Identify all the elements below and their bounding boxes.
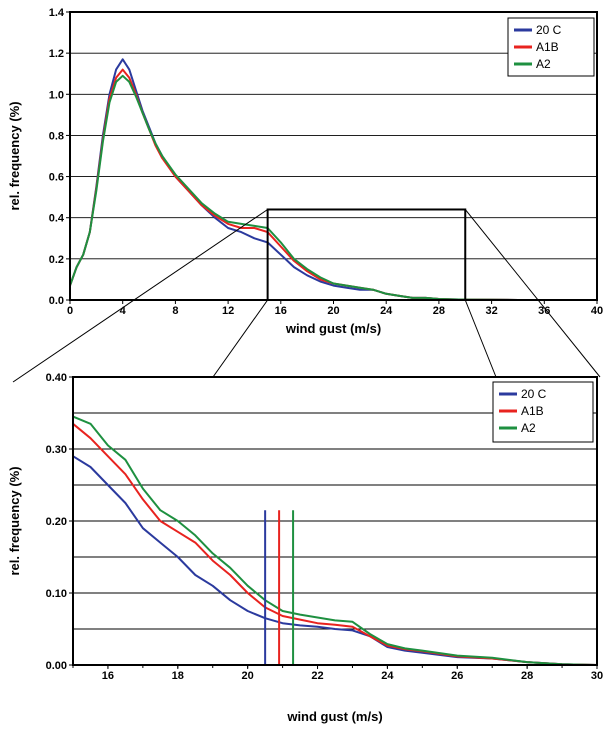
legend-entry: A1B — [536, 40, 559, 54]
chart-1: 0.00 0.10 0.20 0.30 0.40 16 18 20 22 24 26 28 30 20 C… — [7, 372, 603, 724]
y-tick-label: 0.4 — [49, 213, 65, 225]
x-tick-label: 12 — [222, 305, 234, 317]
y-tick-label: 0.10 — [46, 588, 67, 600]
x-tick-label: 28 — [433, 305, 445, 317]
y-tick-label: 0.20 — [46, 516, 67, 528]
series-line-20c — [69, 58, 597, 301]
y-axis-title: rel. frequency (%) — [7, 466, 22, 575]
series-line-20c — [72, 455, 598, 666]
y-tick-label: 1.4 — [49, 7, 65, 19]
x-axis-title: wind gust (m/s) — [285, 321, 381, 336]
x-tick-label: 28 — [521, 670, 533, 682]
legend-entry: A2 — [536, 57, 551, 71]
x-tick-label: 20 — [242, 670, 254, 682]
x-tick-label: 24 — [380, 305, 393, 317]
y-tick-label: 1.0 — [49, 89, 64, 101]
series-line-a1b — [69, 68, 597, 301]
plot-frame — [72, 376, 598, 666]
zoom-connector — [212, 299, 269, 378]
legend-entry: 20 C — [536, 23, 562, 37]
y-tick-label: 0.6 — [49, 172, 64, 184]
series-line-a2 — [72, 415, 598, 666]
y-tick-label: 0.00 — [46, 660, 67, 672]
x-tick-label: 32 — [485, 305, 497, 317]
y-tick-label: 0.2 — [49, 254, 64, 266]
legend-entry: A1B — [521, 404, 544, 418]
y-tick-label: 1.2 — [49, 48, 64, 60]
legend-entry: A2 — [521, 421, 536, 435]
zoom-connector — [464, 299, 497, 378]
zoom-box — [266, 208, 467, 301]
x-tick-label: 26 — [451, 670, 463, 682]
x-tick-label: 20 — [327, 305, 339, 317]
legend-entry: 20 C — [521, 387, 547, 401]
x-tick-label: 0 — [67, 305, 73, 317]
y-tick-label: 0.40 — [46, 372, 67, 384]
x-axis-title: wind gust (m/s) — [286, 709, 382, 724]
chart-0: 0.0 0.2 0.4 0.6 0.8 1.0 1.2 1.4 0 4 8 12 16 20 24 28 32 3… — [7, 7, 603, 383]
y-tick-label: 0.8 — [49, 130, 64, 142]
x-tick-label: 24 — [381, 670, 394, 682]
x-tick-label: 30 — [591, 670, 603, 682]
x-tick-label: 16 — [102, 670, 114, 682]
series-line-a2 — [69, 74, 597, 301]
x-tick-label: 22 — [311, 670, 323, 682]
x-tick-label: 40 — [591, 305, 603, 317]
legend: 20 C A1B A2 — [492, 381, 594, 443]
legend: 20 C A1B A2 — [507, 17, 595, 77]
y-axis-title: rel. frequency (%) — [7, 101, 22, 210]
y-tick-label: 0.0 — [49, 295, 64, 307]
x-tick-label: 36 — [538, 305, 550, 317]
x-tick-label: 8 — [172, 305, 178, 317]
x-tick-label: 18 — [172, 670, 184, 682]
zoom-connector — [12, 209, 268, 383]
y-tick-label: 0.30 — [46, 444, 67, 456]
zoom-connector — [464, 209, 601, 378]
x-tick-label: 16 — [275, 305, 287, 317]
x-tick-label: 4 — [120, 305, 127, 317]
